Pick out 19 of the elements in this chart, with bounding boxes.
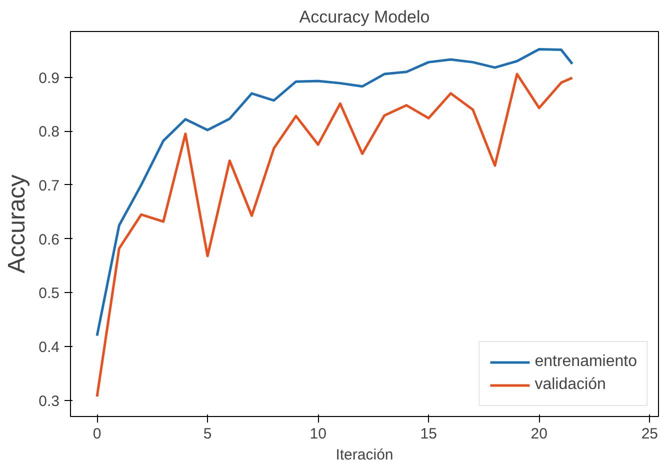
legend-label: validación — [534, 376, 606, 394]
x-tick-label: 0 — [92, 426, 102, 442]
y-tick-label: 0.9 — [38, 70, 60, 87]
y-tick-label: 0.3 — [38, 392, 60, 410]
chart-title: Accuracy Modelo — [299, 8, 430, 26]
legend-label: entrenamiento — [534, 353, 637, 371]
x-tick-label: 25 — [641, 426, 658, 442]
x-axis-title: Iteración — [336, 446, 394, 464]
y-tick-label: 0.7 — [38, 177, 60, 194]
y-tick-label: 0.8 — [38, 124, 60, 141]
y-tick-label: 0.4 — [38, 339, 60, 356]
x-tick-label: 20 — [530, 426, 548, 442]
x-tick-label: 10 — [310, 426, 326, 442]
y-tick-label: 0.6 — [38, 231, 60, 248]
x-tick-label: 15 — [420, 426, 437, 442]
y-axis-title: Accuracy — [4, 174, 31, 274]
x-tick-label: 5 — [203, 426, 212, 442]
y-tick-label: 0.5 — [38, 285, 60, 302]
line-series — [96, 48, 574, 337]
